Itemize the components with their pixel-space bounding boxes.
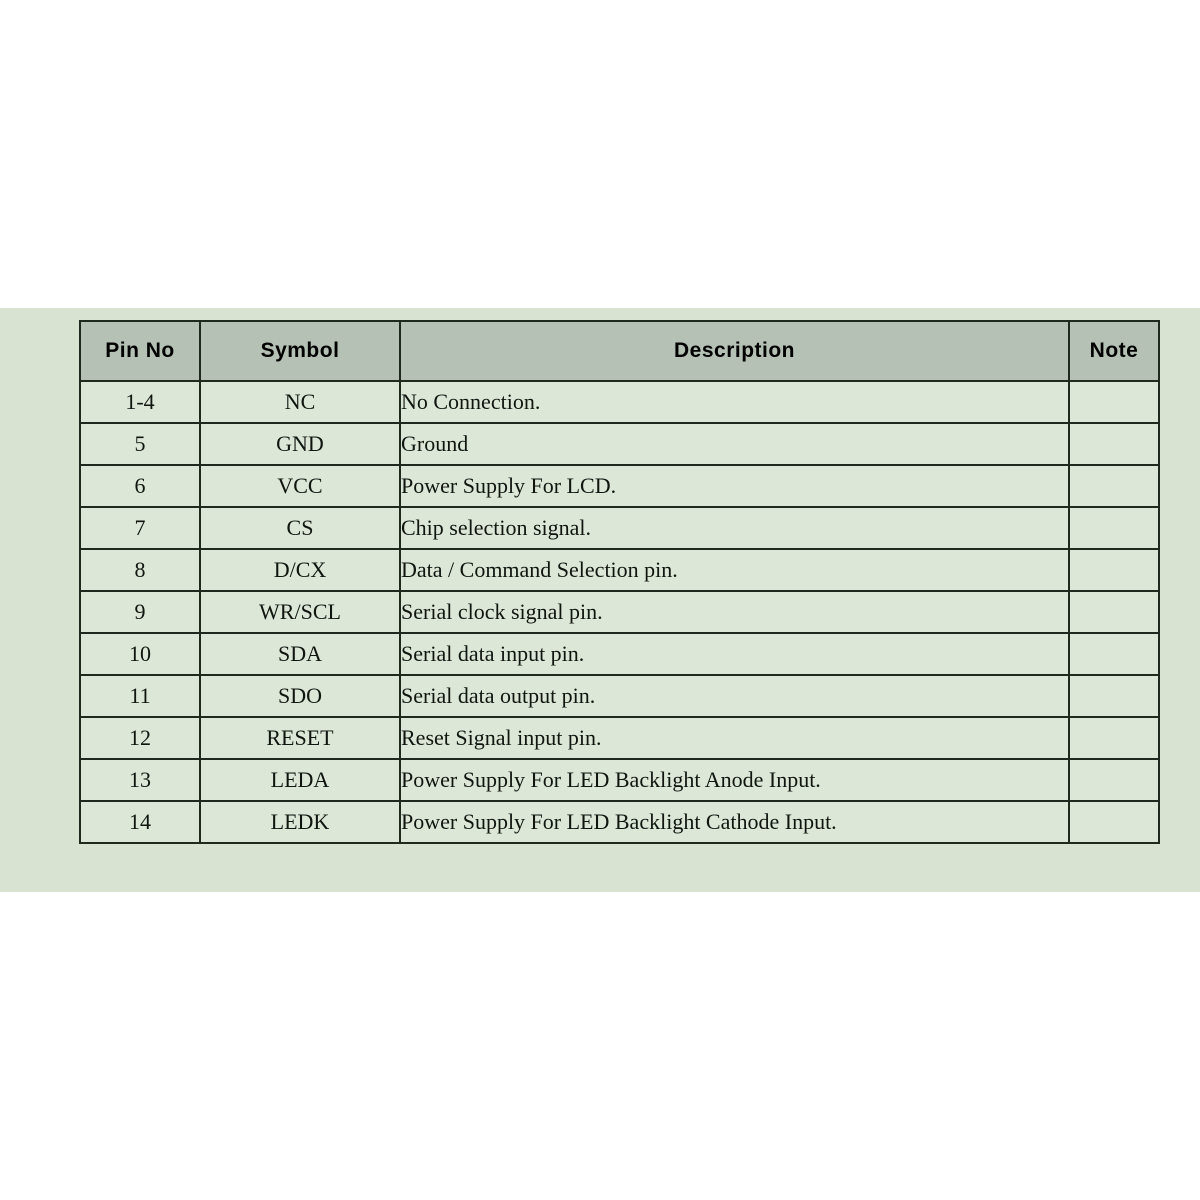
- column-header-pin-no: Pin No: [79, 320, 201, 382]
- cell-pin-no: 9: [79, 590, 201, 634]
- cell-note: [1068, 464, 1160, 508]
- cell-pin-no: 10: [79, 632, 201, 676]
- table-row: 1-4 NC No Connection.: [79, 380, 1160, 424]
- table-header: Pin No Symbol Description Note: [79, 320, 1160, 382]
- cell-description: Serial data output pin.: [399, 674, 1070, 718]
- table-row: 5 GND Ground: [79, 422, 1160, 466]
- cell-pin-no: 1-4: [79, 380, 201, 424]
- cell-pin-no: 11: [79, 674, 201, 718]
- cell-symbol: NC: [199, 380, 401, 424]
- cell-description: Power Supply For LCD.: [399, 464, 1070, 508]
- cell-note: [1068, 380, 1160, 424]
- cell-symbol: LEDA: [199, 758, 401, 802]
- cell-pin-no: 13: [79, 758, 201, 802]
- cell-description: Data / Command Selection pin.: [399, 548, 1070, 592]
- table-header-row: Pin No Symbol Description Note: [79, 320, 1160, 382]
- cell-note: [1068, 632, 1160, 676]
- cell-note: [1068, 506, 1160, 550]
- cell-note: [1068, 422, 1160, 466]
- cell-pin-no: 14: [79, 800, 201, 844]
- cell-description: Serial data input pin.: [399, 632, 1070, 676]
- cell-note: [1068, 548, 1160, 592]
- cell-description: Power Supply For LED Backlight Cathode I…: [399, 800, 1070, 844]
- cell-symbol: LEDK: [199, 800, 401, 844]
- cell-note: [1068, 590, 1160, 634]
- cell-description: Power Supply For LED Backlight Anode Inp…: [399, 758, 1070, 802]
- cell-note: [1068, 758, 1160, 802]
- cell-symbol: SDO: [199, 674, 401, 718]
- cell-symbol: GND: [199, 422, 401, 466]
- cell-symbol: RESET: [199, 716, 401, 760]
- table-row: 8 D/CX Data / Command Selection pin.: [79, 548, 1160, 592]
- cell-note: [1068, 800, 1160, 844]
- table-row: 9 WR/SCL Serial clock signal pin.: [79, 590, 1160, 634]
- cell-description: No Connection.: [399, 380, 1070, 424]
- column-header-description: Description: [399, 320, 1070, 382]
- cell-description: Reset Signal input pin.: [399, 716, 1070, 760]
- cell-pin-no: 12: [79, 716, 201, 760]
- pin-description-table-container: Pin No Symbol Description Note 1-4 NC No C…: [79, 320, 1160, 844]
- table-row: 14 LEDK Power Supply For LED Backlight Cat…: [79, 800, 1160, 844]
- cell-description: Ground: [399, 422, 1070, 466]
- table-row: 10 SDA Serial data input pin.: [79, 632, 1160, 676]
- pin-description-table: Pin No Symbol Description Note 1-4 NC No C…: [79, 320, 1160, 844]
- cell-note: [1068, 716, 1160, 760]
- table-row: 12 RESET Reset Signal input pin.: [79, 716, 1160, 760]
- column-header-note: Note: [1068, 320, 1160, 382]
- cell-note: [1068, 674, 1160, 718]
- cell-pin-no: 8: [79, 548, 201, 592]
- table-row: 13 LEDA Power Supply For LED Backlight Ano…: [79, 758, 1160, 802]
- cell-description: Serial clock signal pin.: [399, 590, 1070, 634]
- cell-description: Chip selection signal.: [399, 506, 1070, 550]
- cell-symbol: WR/SCL: [199, 590, 401, 634]
- cell-symbol: CS: [199, 506, 401, 550]
- cell-pin-no: 5: [79, 422, 201, 466]
- cell-symbol: D/CX: [199, 548, 401, 592]
- cell-pin-no: 6: [79, 464, 201, 508]
- cell-pin-no: 7: [79, 506, 201, 550]
- cell-symbol: SDA: [199, 632, 401, 676]
- cell-symbol: VCC: [199, 464, 401, 508]
- table-row: 6 VCC Power Supply For LCD.: [79, 464, 1160, 508]
- table-row: 11 SDO Serial data output pin.: [79, 674, 1160, 718]
- column-header-symbol: Symbol: [199, 320, 401, 382]
- table-body: 1-4 NC No Connection. 5 GND Ground 6 VCC Power S…: [79, 380, 1160, 844]
- table-row: 7 CS Chip selection signal.: [79, 506, 1160, 550]
